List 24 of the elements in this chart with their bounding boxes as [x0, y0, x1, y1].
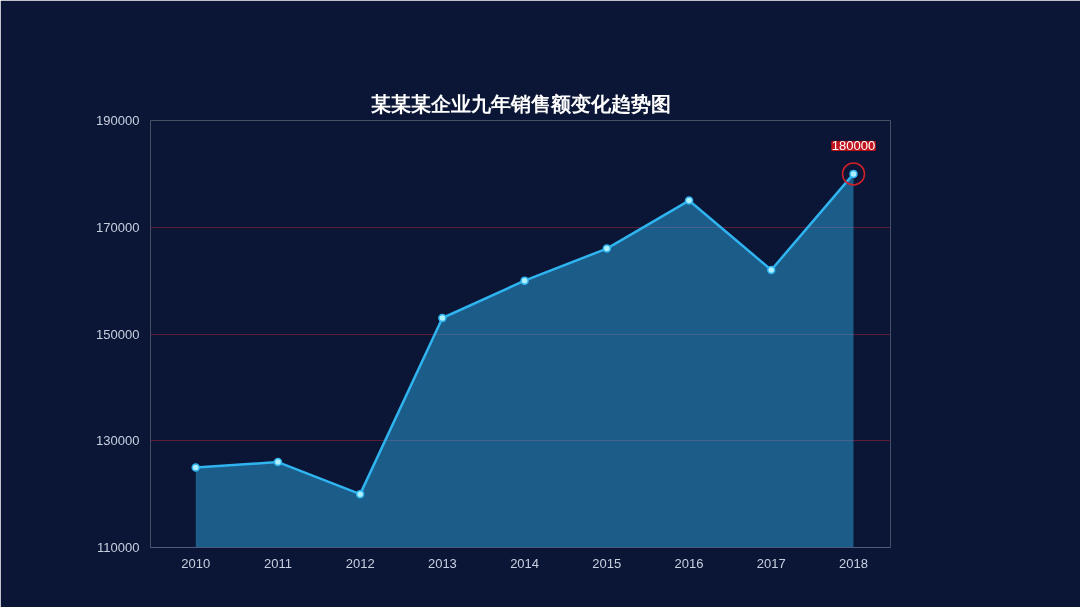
x-tick-label: 2013 — [427, 555, 457, 571]
point — [602, 244, 612, 253]
x-tick-label: 2014 — [510, 555, 540, 571]
point — [684, 196, 694, 205]
point — [191, 463, 200, 472]
y-tick-label: 130000 — [96, 433, 140, 449]
y-tick-label: 170000 — [96, 219, 140, 235]
annotation: 180000 — [831, 138, 876, 154]
point — [273, 457, 283, 467]
y-tick-label: 190000 — [96, 113, 140, 128]
point — [767, 265, 776, 275]
x-tick-label: 2015 — [592, 555, 622, 571]
x-tick-label: 2011 — [263, 555, 292, 571]
point — [520, 276, 529, 285]
chart-title: 某某某企业九年销售额变化趋势图 — [369, 91, 671, 116]
x-tick-label: 2017 — [756, 555, 786, 571]
x-tick-label: 2016 — [674, 555, 704, 571]
x-tick-label: 2012 — [345, 555, 375, 571]
y-tick-label: 150000 — [96, 326, 140, 342]
x-tick-label: 2010 — [181, 555, 211, 571]
point — [438, 313, 447, 323]
point — [355, 489, 365, 499]
y-tick-label: 110000 — [97, 540, 140, 555]
x-tick-label: 2018 — [839, 555, 868, 571]
